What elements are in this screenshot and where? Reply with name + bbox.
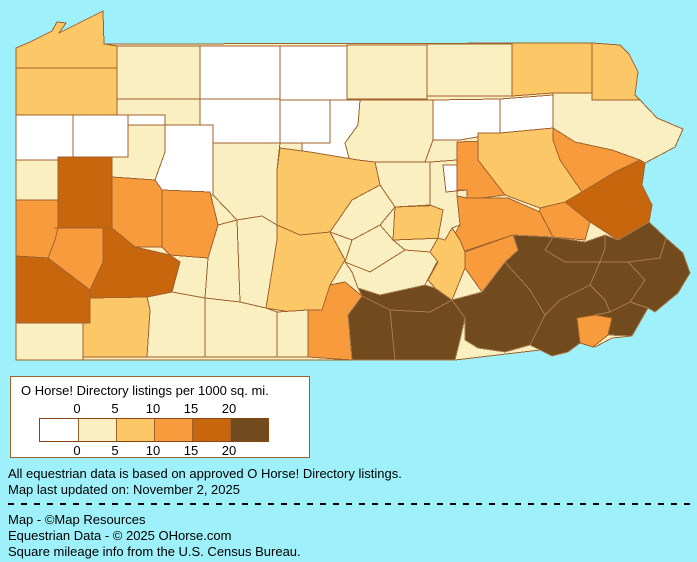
credit-map-resources: Map - ©Map Resources	[8, 512, 146, 527]
county-crawford	[15, 67, 118, 116]
county-erie	[15, 10, 118, 69]
county-mckean	[199, 45, 281, 100]
legend-swatch-20+	[230, 419, 268, 441]
legend-swatch-15-20	[192, 419, 230, 441]
county-bradford	[426, 43, 513, 97]
legend-title: O Horse! Directory listings per 1000 sq.…	[21, 383, 269, 398]
legend-swatch-10-15	[154, 419, 192, 441]
note-last-updated: Map last updated on: November 2, 2025	[8, 482, 240, 497]
legend-tick-label: 0	[73, 401, 81, 416]
county-indiana	[161, 189, 219, 259]
county-lawrence	[15, 159, 59, 201]
legend-tick-label: 15	[183, 443, 199, 458]
legend-tick-label: 15	[183, 401, 199, 416]
legend-swatch-0-5	[78, 419, 116, 441]
legend-swatch-0	[40, 419, 78, 441]
dashed-separator	[8, 503, 690, 505]
legend-tick-label: 20	[221, 443, 237, 458]
legend-color-ramp	[39, 418, 269, 442]
credit-census-bureau: Square mileage info from the U.S. Census…	[8, 544, 301, 559]
legend-tick-label: 20	[221, 401, 237, 416]
county-fayette	[82, 296, 151, 358]
county-delaware	[576, 314, 613, 348]
county-somerset	[146, 291, 206, 358]
county-cameron	[279, 99, 331, 144]
county-mercer	[15, 114, 74, 161]
credit-equestrian-data: Equestrian Data - © 2025 OHorse.com	[8, 528, 232, 543]
county-greene	[15, 322, 84, 361]
county-fulton	[276, 309, 309, 358]
legend-tick-label: 5	[111, 443, 119, 458]
legend-tick-label: 10	[145, 443, 161, 458]
legend-box: O Horse! Directory listings per 1000 sq.…	[10, 376, 310, 458]
note-data-source: All equestrian data is based on approved…	[8, 466, 402, 481]
county-butler	[57, 156, 113, 229]
county-susquehanna	[511, 42, 593, 97]
legend-ticks-bottom: 0 5 10 15 20	[11, 443, 309, 458]
county-york	[389, 299, 466, 361]
county-warren	[116, 45, 201, 100]
legend-ticks-top: 0 5 10 15 20	[11, 401, 309, 416]
county-wyoming	[499, 94, 554, 134]
county-venango	[72, 114, 129, 159]
county-potter	[279, 45, 348, 101]
legend-tick-label: 0	[73, 443, 81, 458]
county-perry	[344, 249, 439, 296]
county-bucks	[627, 237, 691, 313]
legend-tick-label: 5	[111, 401, 119, 416]
legend-tick-label: 10	[145, 401, 161, 416]
legend-swatch-5-10	[116, 419, 154, 441]
county-tioga	[346, 44, 428, 100]
